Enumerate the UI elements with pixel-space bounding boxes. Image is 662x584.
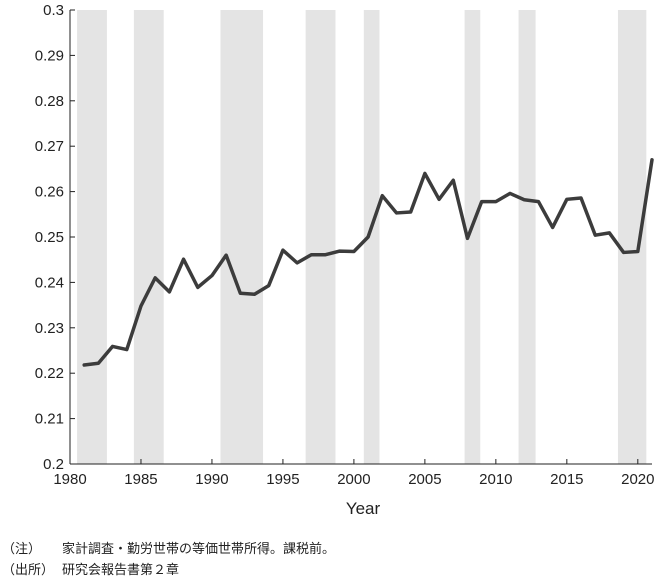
y-tick-label: 0.26 [35, 184, 64, 201]
x-tick-label: 2015 [550, 471, 583, 488]
y-tick-label: 0.2 [43, 456, 64, 473]
shaded-period [220, 10, 264, 464]
shaded-period [305, 10, 336, 464]
x-tick-label: 1985 [124, 471, 157, 488]
series-line [82, 158, 654, 367]
note-label: （注） [2, 542, 42, 557]
x-tick-label: 1995 [266, 471, 299, 488]
note-text: 家計調査・勤労世帯の等価世帯所得。課税前。 [62, 542, 336, 557]
x-tick-label: 2020 [621, 471, 654, 488]
recession-shading [77, 10, 647, 464]
source-text: 研究会報告書第２章 [62, 563, 180, 578]
x-tick-label: 1990 [195, 471, 228, 488]
y-tick-label: 0.3 [43, 2, 64, 19]
shaded-period [518, 10, 536, 464]
shaded-period [77, 10, 107, 464]
source-label: （出所） [2, 563, 55, 578]
note-row: （注） 家計調査・勤労世帯の等価世帯所得。課税前。 [2, 539, 335, 560]
x-tick-label: 2010 [479, 471, 512, 488]
x-tick-label: 2005 [408, 471, 441, 488]
tick-labels: 1980 1985 1990 1995 2000 2005 2010 2015 2020 0.2 0… [35, 2, 655, 488]
x-axis-title: Year [346, 499, 381, 518]
y-tick-label: 0.23 [35, 320, 64, 337]
y-tick-label: 0.29 [35, 47, 64, 64]
shaded-period [133, 10, 164, 464]
line-chart: 1980 1985 1990 1995 2000 2005 2010 2015 2020 0.2 0… [35, 2, 655, 518]
shaded-period [617, 10, 647, 464]
shaded-period [363, 10, 380, 464]
series-layer [82, 158, 654, 367]
y-tick-label: 0.25 [35, 229, 64, 246]
y-tick-label: 0.27 [35, 138, 64, 155]
y-tick-label: 0.28 [35, 93, 64, 110]
source-row: （出所） 研究会報告書第２章 [2, 560, 335, 581]
footnotes: （注） 家計調査・勤労世帯の等価世帯所得。課税前。 （出所） 研究会報告書第２章 [2, 539, 335, 581]
y-tick-label: 0.22 [35, 365, 64, 382]
y-tick-label: 0.24 [35, 274, 64, 291]
y-tick-label: 0.21 [35, 411, 64, 428]
shaded-period [464, 10, 481, 464]
axes [69, 9, 652, 465]
x-tick-label: 1980 [53, 471, 86, 488]
x-tick-label: 2000 [337, 471, 370, 488]
